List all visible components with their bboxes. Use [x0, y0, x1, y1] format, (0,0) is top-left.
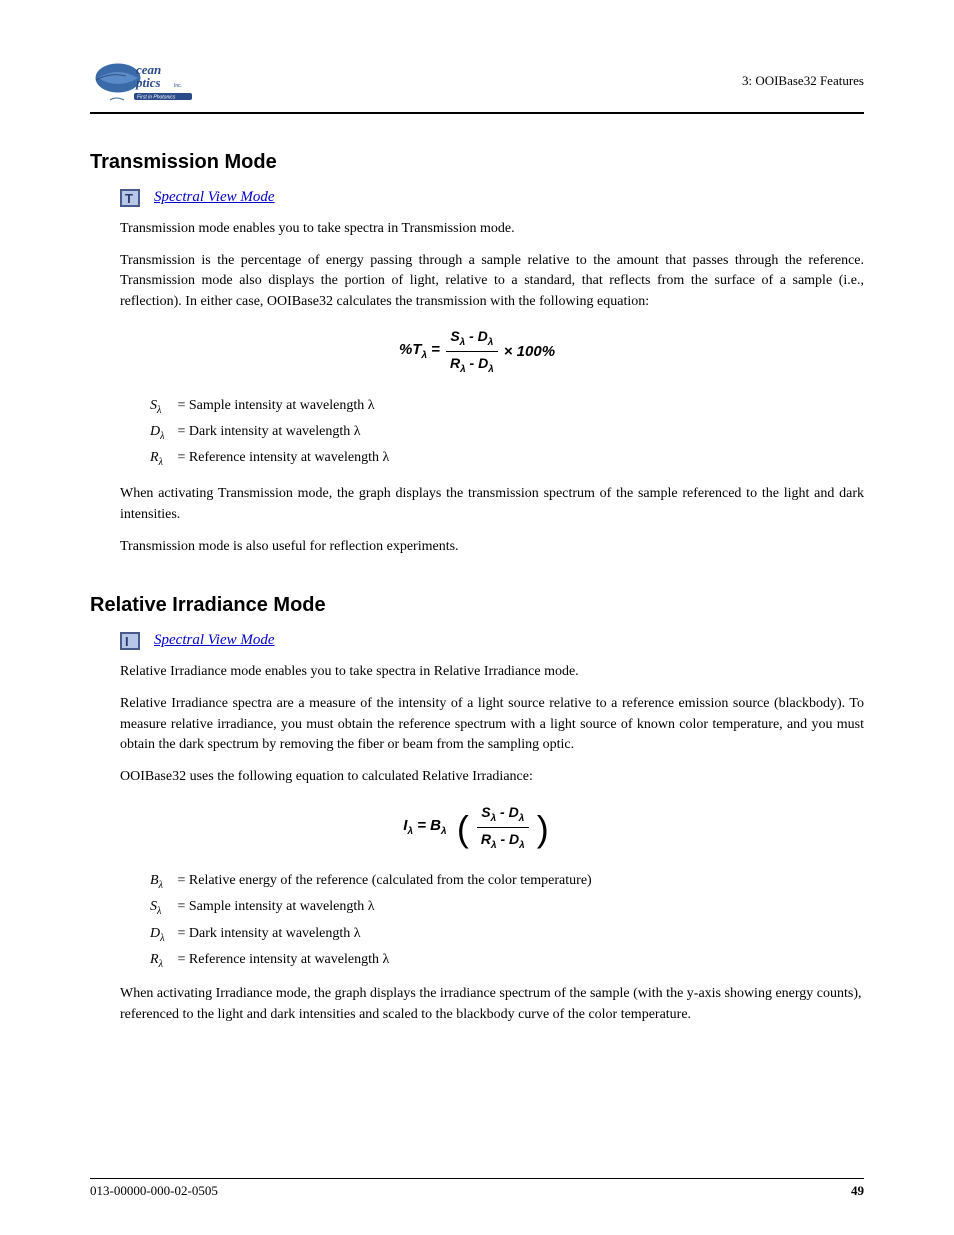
irradiance-para2: OOIBase32 uses the following equation to…: [120, 767, 864, 787]
irradiance-intro: Relative Irradiance mode enables you to …: [120, 662, 864, 682]
chapter-label: 3: OOIBase32 Features: [742, 72, 864, 91]
ocean-optics-logo: cean ptics Inc. First in Photonics: [90, 56, 200, 106]
svg-text:First in Photonics: First in Photonics: [137, 95, 176, 101]
footer-divider: [90, 1178, 864, 1179]
irradiance-mode-icon: I: [120, 632, 140, 650]
irradiance-formula: Iλ = Bλ ( Sλ - Dλ Rλ - Dλ ): [90, 802, 864, 854]
svg-text:ptics: ptics: [135, 75, 161, 90]
irradiance-where-r: Rλ = Reference intensity at wavelength λ: [150, 950, 864, 972]
spectral-view-mode-link-2[interactable]: Spectral View Mode: [154, 630, 275, 652]
transmission-intro: Transmission mode enables you to take sp…: [120, 219, 864, 239]
transmission-where-s: Sλ = Sample intensity at wavelength λ: [150, 396, 864, 418]
transmission-mode-icon: T: [120, 189, 140, 207]
transmission-formula: %Tλ = Sλ - Dλ Rλ - Dλ × 100%: [90, 326, 864, 378]
section-heading-irradiance: Relative Irradiance Mode: [90, 591, 864, 620]
irradiance-where-s: Sλ = Sample intensity at wavelength λ: [150, 897, 864, 919]
transmission-mode-link-row: T Spectral View Mode: [120, 187, 864, 209]
transmission-tail-1: When activating Transmission mode, the g…: [120, 484, 864, 525]
transmission-where-r: Rλ = Reference intensity at wavelength λ: [150, 448, 864, 470]
transmission-where-d: Dλ = Dark intensity at wavelength λ: [150, 422, 864, 444]
section-heading-transmission: Transmission Mode: [90, 148, 864, 177]
transmission-description: Transmission is the percentage of energy…: [120, 251, 864, 312]
header-block: cean ptics Inc. First in Photonics 3: OO…: [90, 56, 864, 114]
irradiance-mode-link-row: I Spectral View Mode: [120, 630, 864, 652]
page-container: cean ptics Inc. First in Photonics 3: OO…: [0, 0, 954, 1235]
footer-page-number: 49: [851, 1182, 864, 1201]
transmission-tail-2: Transmission mode is also useful for ref…: [120, 537, 864, 557]
svg-text:Inc.: Inc.: [174, 83, 182, 89]
spectral-view-mode-link[interactable]: Spectral View Mode: [154, 187, 275, 209]
footer-doc-number: 013-00000-000-02-0505: [90, 1182, 218, 1201]
irradiance-where-d: Dλ = Dark intensity at wavelength λ: [150, 924, 864, 946]
irradiance-para1: Relative Irradiance spectra are a measur…: [120, 694, 864, 755]
irradiance-where-b: Bλ = Relative energy of the reference (c…: [150, 871, 864, 893]
irradiance-tail: When activating Irradiance mode, the gra…: [120, 984, 864, 1025]
header-divider: [90, 112, 864, 114]
